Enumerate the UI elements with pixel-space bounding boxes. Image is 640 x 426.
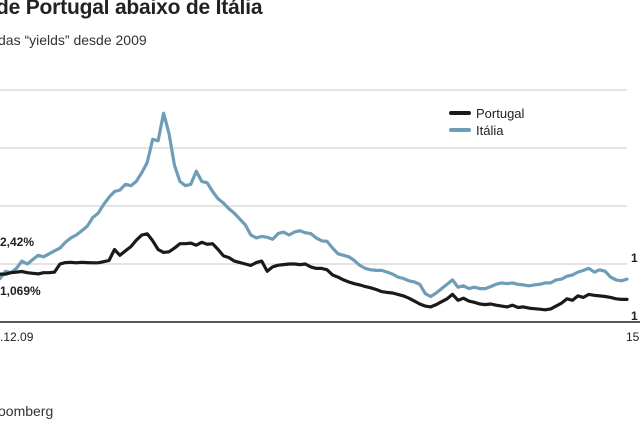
source-note: oomberg bbox=[0, 403, 54, 419]
chart-title: de Portugal abaixo de Itália bbox=[0, 0, 263, 19]
italia-end-label: 1 bbox=[631, 251, 638, 265]
legend-label-portugal: Portugal bbox=[476, 106, 525, 121]
series-lines bbox=[0, 111, 629, 312]
italia-start-label: 2,42% bbox=[0, 235, 34, 249]
x-tick-label-end: 15 bbox=[626, 330, 640, 344]
series-line-italia bbox=[0, 111, 629, 299]
series-line-portugal bbox=[0, 232, 629, 312]
chart-subtitle: das “yields” desde 2009 bbox=[0, 32, 147, 48]
legend-label-italia: Itália bbox=[476, 123, 504, 138]
legend: Portugal Itália bbox=[449, 106, 525, 138]
x-tick-label-start: .12.09 bbox=[0, 330, 34, 344]
gridlines bbox=[0, 89, 627, 265]
portugal-end-label: 1 bbox=[631, 309, 638, 323]
portugal-start-label: 1,069% bbox=[0, 284, 41, 298]
